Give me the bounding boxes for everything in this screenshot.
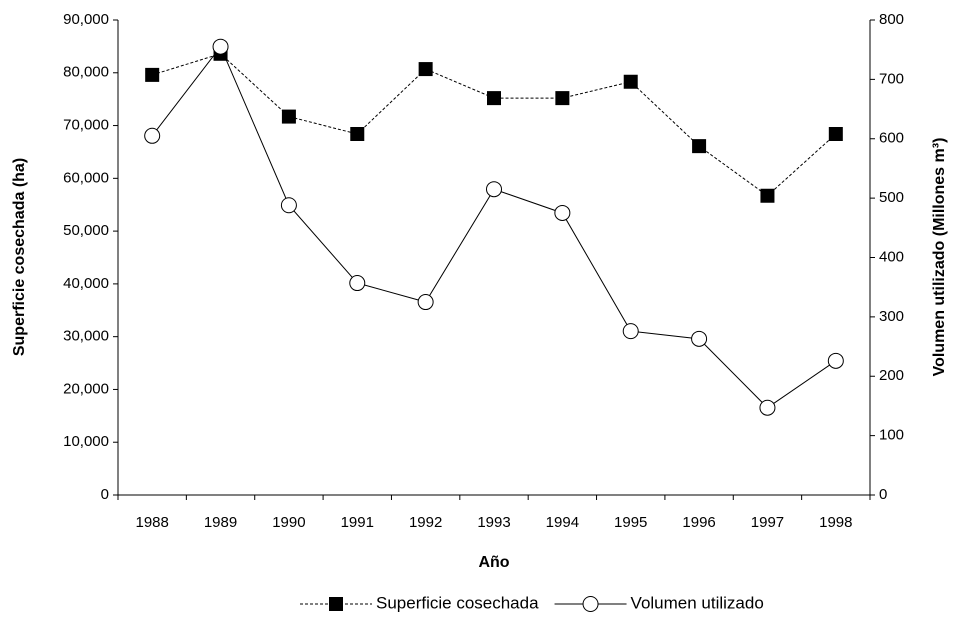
y-tick-label: 30,000 [63, 328, 109, 345]
marker [486, 181, 502, 198]
y2-tick-label: 700 [879, 70, 904, 87]
y-tick-label: 80,000 [63, 64, 109, 81]
legend-label: Superficie cosechada [376, 593, 539, 612]
marker [487, 91, 501, 106]
y-tick-label: 60,000 [63, 169, 109, 186]
marker [145, 67, 160, 82]
y-tick-label: 50,000 [63, 222, 109, 239]
y-axis-title: Superficie cosechada (ha) [11, 158, 28, 356]
y2-tick-label: 200 [879, 367, 904, 384]
y-tick-label: 0 [101, 486, 109, 503]
legend-marker [582, 596, 599, 612]
x-tick-label: 1989 [204, 514, 237, 531]
x-tick-label: 1994 [546, 514, 579, 531]
y-tick-label: 90,000 [63, 11, 109, 28]
x-tick-label: 1997 [751, 514, 784, 531]
x-tick-label: 1990 [272, 514, 305, 531]
x-axis-title: Año [478, 554, 509, 571]
marker [827, 352, 844, 369]
x-tick-label: 1995 [614, 514, 647, 531]
x-tick-label: 1996 [682, 514, 715, 531]
marker [350, 127, 365, 141]
marker [759, 399, 776, 416]
legend-label: Volumen utilizado [631, 593, 764, 612]
y2-tick-label: 500 [879, 189, 904, 206]
marker [691, 330, 708, 347]
marker [349, 275, 366, 292]
y-tick-label: 10,000 [63, 433, 109, 450]
marker [828, 127, 843, 141]
x-tick-label: 1988 [135, 514, 168, 531]
marker [760, 188, 775, 203]
y2-tick-label: 800 [879, 11, 904, 28]
x-tick-label: 1993 [477, 514, 510, 531]
y2-tick-label: 0 [879, 486, 887, 503]
y2-axis-title: Volumen utilizado (Millones m³) [931, 138, 948, 377]
marker [623, 74, 638, 89]
x-tick-label: 1992 [409, 514, 442, 531]
marker [280, 197, 297, 214]
marker [417, 294, 434, 311]
marker [212, 38, 229, 55]
y2-tick-label: 400 [879, 248, 904, 265]
y-tick-label: 20,000 [63, 380, 109, 397]
marker [418, 62, 433, 77]
y-tick-label: 40,000 [63, 275, 109, 292]
marker [281, 109, 296, 124]
x-tick-label: 1998 [819, 514, 852, 531]
y2-tick-label: 100 [879, 427, 904, 444]
y-tick-label: 70,000 [63, 117, 109, 134]
marker [144, 127, 161, 144]
legend-marker [329, 597, 343, 611]
y2-tick-label: 300 [879, 308, 904, 325]
y2-tick-label: 600 [879, 130, 904, 147]
marker [622, 323, 639, 340]
x-tick-label: 1991 [341, 514, 374, 531]
marker [692, 139, 707, 154]
marker [555, 91, 570, 106]
marker [554, 204, 571, 221]
